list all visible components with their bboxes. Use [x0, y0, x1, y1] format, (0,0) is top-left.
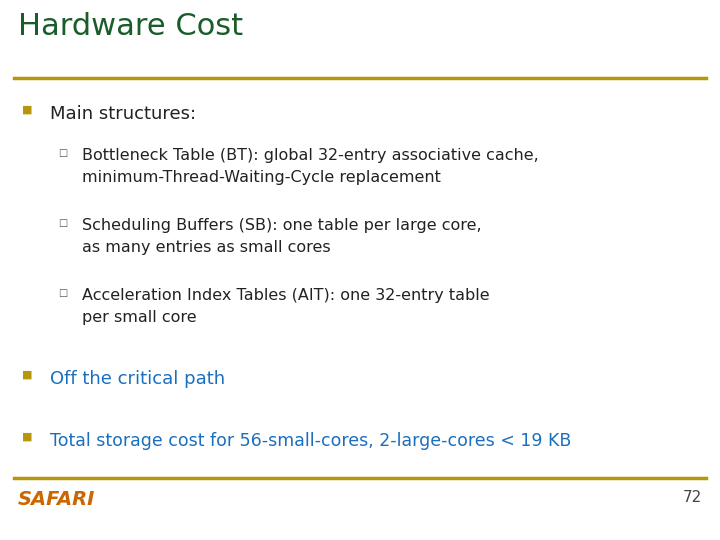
- Text: ■: ■: [22, 432, 32, 442]
- Text: SAFARI: SAFARI: [18, 490, 95, 509]
- Text: □: □: [58, 218, 67, 228]
- Text: ■: ■: [22, 105, 32, 115]
- Text: Hardware Cost: Hardware Cost: [18, 12, 243, 41]
- Text: Scheduling Buffers (SB): one table per large core,
as many entries as small core: Scheduling Buffers (SB): one table per l…: [82, 218, 482, 254]
- Text: □: □: [58, 148, 67, 158]
- Text: Acceleration Index Tables (AIT): one 32-entry table
per small core: Acceleration Index Tables (AIT): one 32-…: [82, 288, 490, 325]
- Text: 72: 72: [683, 490, 702, 505]
- Text: ■: ■: [22, 370, 32, 380]
- Text: Main structures:: Main structures:: [50, 105, 196, 123]
- Text: Off the critical path: Off the critical path: [50, 370, 225, 388]
- Text: Total storage cost for 56-small-cores, 2-large-cores < 19 KB: Total storage cost for 56-small-cores, 2…: [50, 432, 572, 450]
- Text: Bottleneck Table (BT): global 32-entry associative cache,
minimum-Thread-Waiting: Bottleneck Table (BT): global 32-entry a…: [82, 148, 539, 185]
- Text: □: □: [58, 288, 67, 298]
